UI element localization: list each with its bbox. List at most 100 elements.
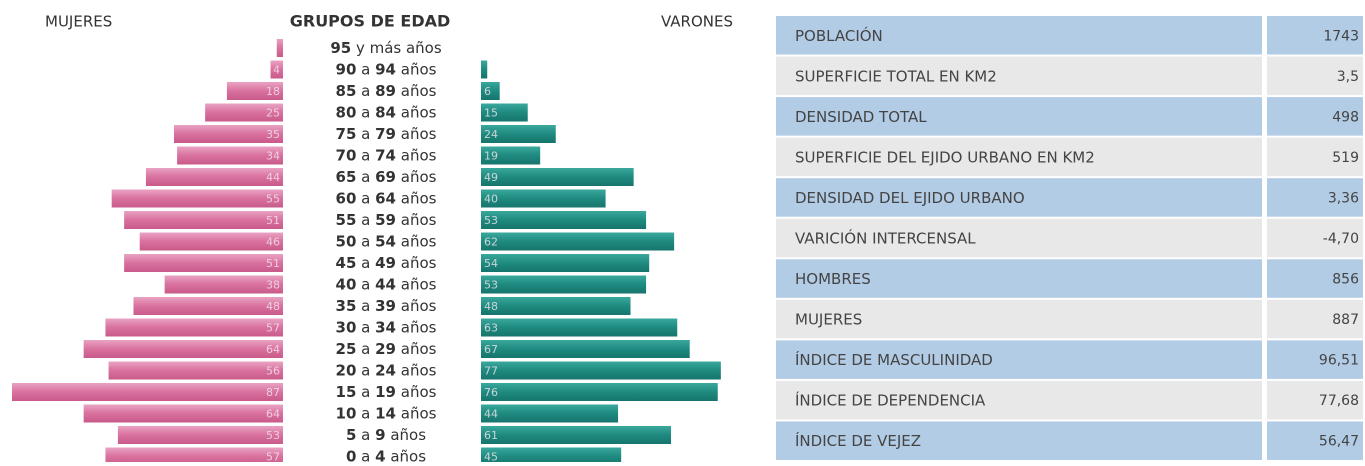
table-label: ÍNDICE DE DEPENDENCIA (795, 391, 986, 410)
table-label: SUPERFICIE TOTAL EN KM2 (795, 67, 997, 85)
bar (111, 189, 283, 208)
bar-value-label: 44 (266, 171, 280, 184)
table-cell (1267, 137, 1363, 177)
bar (83, 340, 283, 358)
age-group-label: 20 a 24 años (336, 361, 437, 379)
bar-value-label: 38 (266, 279, 280, 292)
bar-value-label: 15 (484, 107, 498, 120)
table-label: VARICIÓN INTERCENSAL (795, 229, 976, 248)
table-cell (1267, 299, 1363, 339)
bar (481, 426, 672, 444)
bar-value-label: 4 (273, 64, 280, 77)
chart-title: GRUPOS DE EDAD (290, 12, 451, 31)
bar (205, 103, 283, 122)
bar-value-label: 61 (484, 429, 498, 442)
bar-value-label: 45 (484, 451, 498, 463)
bar-value-label: 57 (266, 322, 280, 335)
bar (83, 404, 283, 423)
table-cell (776, 380, 1262, 420)
bar-value-label: 44 (484, 408, 498, 421)
age-group-label: 65 a 69 años (336, 168, 437, 186)
table-value: 1743 (1323, 28, 1359, 44)
age-group-label: 25 a 29 años (336, 340, 437, 358)
bar (124, 254, 283, 272)
bar (481, 125, 556, 143)
age-group-label: 50 a 54 años (336, 232, 437, 250)
bar-value-label: 51 (266, 257, 280, 270)
bar (124, 211, 283, 229)
bar (481, 340, 690, 358)
age-group-label: 70 a 74 años (336, 146, 437, 164)
bar-value-label: 53 (484, 279, 498, 292)
bar (173, 125, 283, 143)
table-cell (1267, 178, 1363, 217)
table-label: DENSIDAD DEL EJIDO URBANO (795, 189, 1025, 207)
bar-value-label: 87 (266, 386, 280, 399)
table-cell (1267, 218, 1363, 258)
bar-value-label: 77 (484, 365, 498, 378)
table-value: 498 (1332, 109, 1359, 125)
bar-value-label: 6 (484, 85, 491, 98)
bar (145, 168, 283, 186)
table-value: 96,51 (1319, 353, 1359, 369)
table-value: 887 (1332, 312, 1359, 328)
bar-value-label: 63 (484, 322, 498, 335)
table-cell (776, 16, 1262, 55)
bar (105, 447, 283, 466)
bar-value-label: 51 (266, 214, 280, 227)
table-label: POBLACIÓN (795, 26, 883, 45)
bar (481, 211, 647, 229)
age-group-label: 85 a 89 años (336, 82, 437, 100)
bar (481, 318, 678, 337)
bar-value-label: 67 (484, 343, 498, 356)
bar (177, 146, 283, 165)
bar-value-label: 57 (266, 451, 280, 463)
table-cell (1267, 259, 1363, 298)
bar-value-label: 35 (266, 128, 280, 141)
bar (481, 189, 606, 208)
table-cell (776, 178, 1262, 217)
table-value: 3,36 (1328, 190, 1359, 206)
table-cell (776, 259, 1262, 298)
bar (481, 404, 619, 423)
bar-value-label: 48 (484, 300, 498, 313)
table-value: -4,70 (1323, 231, 1359, 247)
bar (481, 60, 488, 79)
table-cell (1267, 56, 1363, 96)
bar (481, 232, 675, 251)
bar (481, 275, 647, 294)
table-value: 56,47 (1319, 434, 1359, 450)
age-group-label: 75 a 79 años (336, 125, 437, 143)
bar (105, 318, 283, 337)
table-label: ÍNDICE DE VEJEZ (795, 431, 921, 450)
age-group-label: 30 a 34 años (336, 318, 437, 336)
bar (133, 297, 283, 315)
age-group-label: 5 a 9 años (346, 426, 426, 444)
table-cell (776, 340, 1262, 379)
bar-value-label: 49 (484, 171, 498, 184)
table-cell (776, 137, 1262, 177)
bar-value-label: 64 (266, 343, 280, 356)
bar-value-label: 64 (266, 408, 280, 421)
bar-value-label: 54 (484, 257, 498, 270)
table-value: 519 (1332, 150, 1359, 166)
age-group-label: 45 a 49 años (336, 254, 437, 272)
age-group-label: 80 a 84 años (336, 103, 437, 121)
age-group-label: 60 a 64 años (336, 189, 437, 207)
age-group-label: 35 a 39 años (336, 297, 437, 315)
bar (481, 82, 500, 100)
table-cell (1267, 97, 1363, 136)
bar (108, 361, 283, 380)
table-cell (1267, 340, 1363, 379)
bar-value-label: 34 (266, 150, 280, 163)
bar (481, 103, 528, 122)
table-value: 3,5 (1337, 69, 1359, 85)
table-cell (776, 299, 1262, 339)
legend-label: MUJERES (45, 13, 112, 31)
legend-label: VARONES (661, 13, 733, 31)
table-value: 77,68 (1319, 393, 1359, 409)
bar (481, 447, 622, 466)
bar (481, 297, 631, 315)
bar-value-label: 48 (266, 300, 280, 313)
